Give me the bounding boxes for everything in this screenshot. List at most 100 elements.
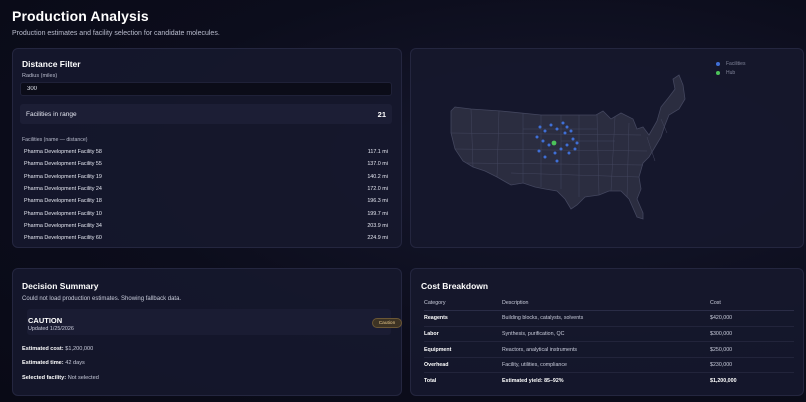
list-item[interactable]: Pharma Development Facility 55 137.0 mi: [20, 158, 392, 170]
facility-marker[interactable]: [575, 141, 579, 145]
facility-distance: 199.7 mi: [367, 210, 388, 217]
updated-date: Updated 1/25/2026: [28, 326, 74, 332]
facility-name: Pharma Development Facility 58: [24, 149, 102, 156]
facility-marker[interactable]: [565, 125, 569, 129]
facility-distance: 196.3 mi: [367, 198, 388, 205]
facility-marker[interactable]: [553, 151, 557, 155]
facility-marker[interactable]: [537, 149, 541, 153]
map-legend: Facilities Hub: [716, 61, 745, 79]
legend-item-hub: Hub: [716, 70, 745, 76]
facility-marker[interactable]: [561, 121, 565, 125]
facility-name: Pharma Development Facility 10: [24, 210, 102, 217]
facility-marker[interactable]: [555, 159, 559, 163]
in-range-count: 21: [377, 109, 386, 119]
total-label: Total: [424, 372, 502, 389]
list-item[interactable]: Pharma Development Facility 24 172.0 mi: [20, 183, 392, 195]
facility-distance: 117.1 mi: [367, 149, 388, 156]
radius-input[interactable]: [20, 82, 392, 96]
cell-cost: $420,000: [710, 310, 794, 327]
facility-marker[interactable]: [567, 151, 571, 155]
legend-item-facilities: Facilities: [716, 61, 745, 67]
table-row: Labor Synthesis, purification, QC $300,0…: [424, 326, 794, 343]
cell-category: Labor: [424, 326, 502, 343]
facility-marker[interactable]: [569, 129, 573, 133]
selected-facility: Selected facility: Not selected: [22, 375, 99, 381]
status-panel: CAUTION Updated 1/25/2026 Caution: [27, 309, 402, 335]
facility-marker[interactable]: [538, 125, 542, 129]
facility-marker[interactable]: [535, 135, 539, 139]
facility-distance: 137.0 mi: [367, 161, 388, 168]
column-header-cost: Cost: [710, 295, 794, 312]
facility-name: Pharma Development Facility 60: [24, 235, 102, 242]
cost-breakdown-title: Cost Breakdown: [421, 281, 489, 291]
radius-label: Radius (miles): [22, 73, 58, 79]
facility-map-card: Facilities Hub: [410, 48, 804, 248]
facility-dot-icon: [716, 62, 720, 66]
facility-distance: 172.0 mi: [367, 186, 388, 193]
facility-distance: 203.9 mi: [367, 222, 388, 229]
cell-description: Building blocks, catalysts, solvents: [502, 310, 710, 327]
page-header: Production Analysis Production estimates…: [12, 8, 220, 37]
facility-marker[interactable]: [543, 155, 547, 159]
table-total-row: Total Estimated yield: 85–92% $1,200,000: [424, 372, 794, 389]
list-item[interactable]: Pharma Development Facility 60 224.9 mi: [20, 232, 392, 244]
cell-category: Reagents: [424, 310, 502, 327]
facilities-in-range: Facilities in range 21: [20, 104, 392, 124]
list-item[interactable]: Pharma Development Facility 58 117.1 mi: [20, 146, 392, 158]
facility-name: Pharma Development Facility 19: [24, 173, 102, 180]
legend-label: Hub: [726, 70, 736, 76]
list-item[interactable]: Pharma Development Facility 34 203.9 mi: [20, 220, 392, 232]
cost-table: Category Description Cost Reagents Build…: [424, 295, 794, 389]
facility-marker[interactable]: [543, 129, 547, 133]
list-item[interactable]: Pharma Development Facility 18 196.3 mi: [20, 195, 392, 207]
facility-distance: 224.9 mi: [367, 235, 388, 242]
fallback-message: Could not load production estimates. Sho…: [22, 296, 182, 302]
hub-dot-icon: [716, 71, 720, 75]
facility-marker[interactable]: [563, 131, 567, 135]
cell-category: Equipment: [424, 341, 502, 358]
cell-category: Overhead: [424, 357, 502, 374]
total-cost: $1,200,000: [710, 372, 794, 389]
facility-marker[interactable]: [571, 137, 575, 141]
table-row: Equipment Reactors, analytical instrumen…: [424, 341, 794, 358]
legend-label: Facilities: [726, 61, 746, 67]
total-yield: Estimated yield: 85–92%: [502, 372, 710, 389]
facility-name: Pharma Development Facility 18: [24, 198, 102, 205]
selected-facility-label: Selected facility:: [22, 375, 67, 381]
us-map[interactable]: [411, 49, 805, 249]
facility-marker[interactable]: [559, 147, 563, 151]
facility-marker[interactable]: [565, 143, 569, 147]
cell-description: Synthesis, purification, QC: [502, 326, 710, 343]
distance-filter-title: Distance Filter: [22, 59, 81, 69]
distance-filter-card: Distance Filter Radius (miles) Facilitie…: [12, 48, 402, 248]
facility-distance: 140.2 mi: [367, 173, 388, 180]
page-subtitle: Production estimates and facility select…: [12, 30, 220, 37]
table-row: Reagents Building blocks, catalysts, sol…: [424, 310, 794, 327]
cell-description: Facility, utilities, compliance: [502, 357, 710, 374]
cell-description: Reactors, analytical instruments: [502, 341, 710, 358]
cost-breakdown-card: Cost Breakdown Category Description Cost…: [410, 268, 804, 396]
status-badge: Caution: [372, 318, 402, 328]
facility-name: Pharma Development Facility 24: [24, 186, 102, 193]
status-label: CAUTION: [28, 316, 63, 325]
column-header-category: Category: [424, 295, 502, 312]
estimated-time-value: 42 days: [65, 360, 85, 366]
facility-marker[interactable]: [549, 123, 553, 127]
facility-marker[interactable]: [541, 139, 545, 143]
facility-marker[interactable]: [573, 147, 577, 151]
estimated-cost: Estimated cost: $1,200,000: [22, 346, 93, 352]
decision-summary-card: Decision Summary Could not load producti…: [12, 268, 402, 396]
estimated-cost-value: $1,200,000: [65, 346, 94, 352]
estimated-time-label: Estimated time:: [22, 360, 64, 366]
list-item[interactable]: Pharma Development Facility 19 140.2 mi: [20, 171, 392, 183]
facility-marker[interactable]: [555, 127, 559, 131]
list-item[interactable]: Pharma Development Facility 10 199.7 mi: [20, 207, 392, 219]
cell-cost: $300,000: [710, 326, 794, 343]
facility-marker[interactable]: [547, 143, 551, 147]
facility-list: Pharma Development Facility 58 117.1 mi P…: [20, 146, 392, 244]
cell-cost: $230,000: [710, 357, 794, 374]
facility-name: Pharma Development Facility 55: [24, 161, 102, 168]
hub-marker[interactable]: [551, 140, 557, 146]
state-borders: [450, 108, 668, 198]
us-land-shape: [450, 74, 686, 220]
